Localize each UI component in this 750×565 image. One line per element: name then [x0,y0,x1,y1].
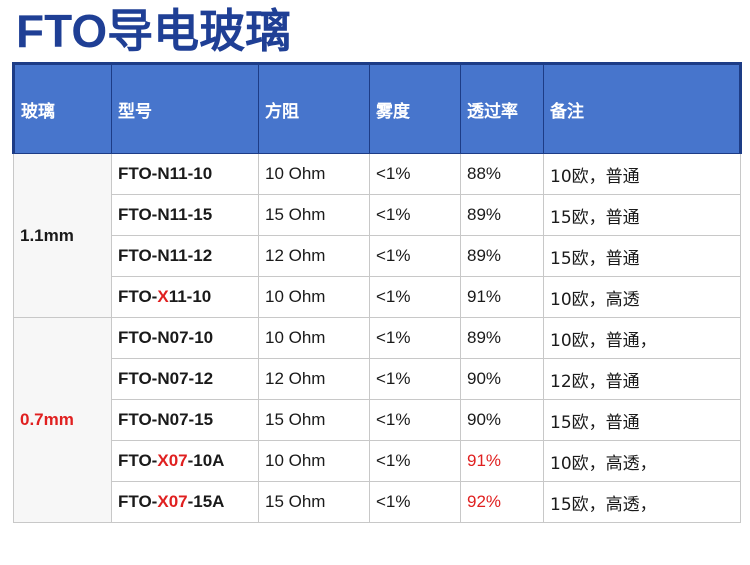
haze-cell: <1% [369,276,461,318]
haze-cell: <1% [369,399,461,441]
model-part: FTO- [118,451,158,470]
haze-cell: <1% [369,194,461,236]
note-cell: 10欧，高透， [543,440,741,482]
glass-thickness-cell: 0.7mm [13,317,112,523]
model-part: -10A [187,451,225,470]
table-row: FTO-X07-10A 10 Ohm <1% 91% 10欧，高透， [14,440,741,482]
note-cell: 12欧，普通 [543,358,741,400]
transmittance-cell: 88% [460,153,544,195]
model-part: FTO-N07-12 [118,369,214,388]
note-cell: 15欧，高透， [543,481,741,523]
model-part: FTO-N07-10 [118,328,214,347]
resistance-cell: 15 Ohm [258,194,370,236]
model-cell: FTO-N07-10 [111,317,259,359]
resistance-cell: 15 Ohm [258,399,370,441]
glass-thickness-cell: 1.1mm [13,153,112,318]
model-part-highlight: X07 [157,492,188,511]
transmittance-cell: 91% [460,276,544,318]
note-cell: 15欧，普通 [543,194,741,236]
model-part: FTO-N07-15 [118,410,214,429]
table-row: FTO-X11-10 10 Ohm <1% 91% 10欧，高透 [14,276,741,318]
haze-cell: <1% [369,153,461,195]
transmittance-cell: 89% [460,235,544,277]
table-header-row: 玻璃 型号 方阻 雾度 透过率 备注 [12,62,742,154]
page-title: FTO导电玻璃 [16,2,291,60]
note-cell: 10欧，高透 [543,276,741,318]
header-glass: 玻璃 [12,62,112,154]
model-part: 11-10 [168,287,212,306]
haze-cell: <1% [369,440,461,482]
resistance-cell: 10 Ohm [258,276,370,318]
resistance-cell: 12 Ohm [258,358,370,400]
model-part-highlight: X07 [157,451,188,470]
table-row: FTO-N11-12 12 Ohm <1% 89% 15欧，普通 [14,235,741,277]
model-cell: FTO-N07-15 [111,399,259,441]
note-cell: 15欧，普通 [543,399,741,441]
header-resistance: 方阻 [258,62,370,154]
page-title-cjk: 导电玻璃 [107,4,292,58]
header-note: 备注 [543,62,742,154]
model-cell: FTO-X11-10 [111,276,259,318]
resistance-cell: 15 Ohm [258,481,370,523]
note-cell: 15欧，普通 [543,235,741,277]
fto-spec-table: 玻璃 型号 方阻 雾度 透过率 备注 1.1mm FTO-N11-10 10 O… [12,62,742,523]
model-cell: FTO-X07-15A [111,481,259,523]
table-row: FTO-N11-15 15 Ohm <1% 89% 15欧，普通 [14,194,741,236]
model-part: FTO- [118,287,158,306]
transmittance-cell: 89% [460,317,544,359]
resistance-cell: 12 Ohm [258,235,370,277]
page-title-latin: FTO [16,5,108,57]
header-transmittance: 透过率 [460,62,544,154]
model-part: FTO-N11-12 [118,246,213,265]
transmittance-cell: 90% [460,358,544,400]
note-cell: 10欧，普通 [543,153,741,195]
model-cell: FTO-N11-12 [111,235,259,277]
model-cell: FTO-N11-15 [111,194,259,236]
model-cell: FTO-N07-12 [111,358,259,400]
table-row: FTO-N07-12 12 Ohm <1% 90% 12欧，普通 [14,358,741,400]
haze-cell: <1% [369,317,461,359]
transmittance-cell: 92% [460,481,544,523]
model-part: FTO-N11-15 [118,205,213,224]
table-row: 1.1mm FTO-N11-10 10 Ohm <1% 88% 10欧，普通 [13,153,741,318]
table-row: FTO-N07-15 15 Ohm <1% 90% 15欧，普通 [14,399,741,441]
resistance-cell: 10 Ohm [258,153,370,195]
table-row: 0.7mm FTO-N07-10 10 Ohm <1% 89% 10欧，普通， [13,317,741,523]
haze-cell: <1% [369,481,461,523]
model-part: FTO- [118,492,158,511]
model-cell: FTO-N11-10 [111,153,259,195]
table-row: FTO-X07-15A 15 Ohm <1% 92% 15欧，高透， [14,481,741,523]
model-part-highlight: X [157,287,169,306]
note-cell: 10欧，普通， [543,317,741,359]
model-part: -15A [187,492,225,511]
resistance-cell: 10 Ohm [258,317,370,359]
transmittance-cell: 90% [460,399,544,441]
transmittance-cell: 91% [460,440,544,482]
header-haze: 雾度 [369,62,461,154]
resistance-cell: 10 Ohm [258,440,370,482]
haze-cell: <1% [369,358,461,400]
model-part: FTO-N11-10 [118,164,213,183]
header-model: 型号 [111,62,259,154]
transmittance-cell: 89% [460,194,544,236]
model-cell: FTO-X07-10A [111,440,259,482]
haze-cell: <1% [369,235,461,277]
